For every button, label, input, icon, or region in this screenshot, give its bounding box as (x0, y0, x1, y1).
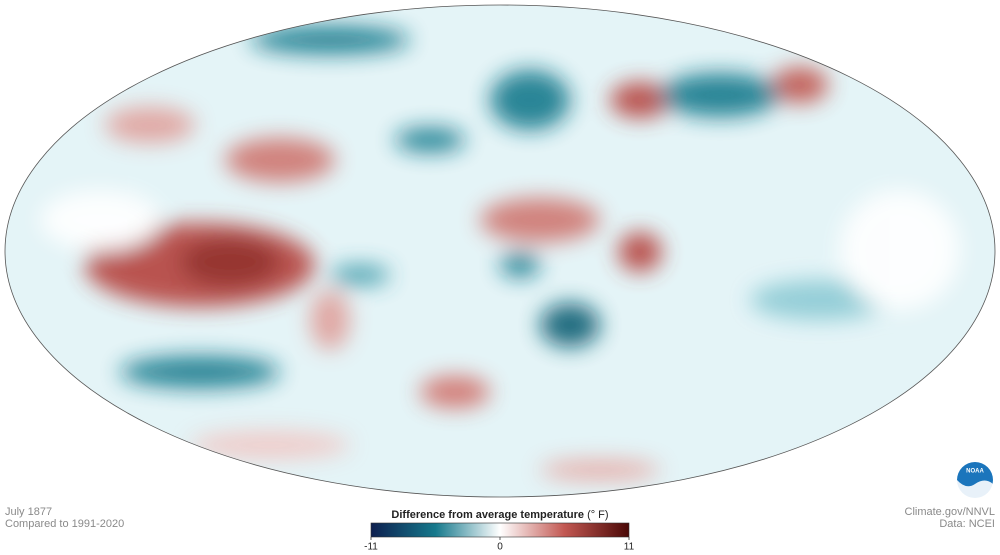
logo-text: NOAA (966, 469, 984, 475)
period: July 1877 (5, 506, 52, 518)
source: Climate.gov/NNVL (905, 506, 995, 518)
legend-title: Difference from average temperature (° F… (391, 509, 608, 521)
color-scale (370, 522, 630, 538)
legend-label: Difference from average temperature (391, 509, 584, 521)
legend-unit: (° F) (587, 509, 609, 521)
globe-outline (4, 4, 996, 498)
scale-ticks: -11 0 11 (364, 537, 635, 553)
data-credit: Data: NCEI (939, 518, 995, 530)
scale-tick-label: 11 (624, 542, 635, 553)
scale-tick-label: 0 (497, 542, 503, 553)
scale-tick-label: -11 (364, 542, 378, 553)
noaa-logo: NOAA (956, 462, 993, 501)
anomaly-map (5, 5, 995, 497)
baseline: Compared to 1991-2020 (5, 518, 124, 530)
